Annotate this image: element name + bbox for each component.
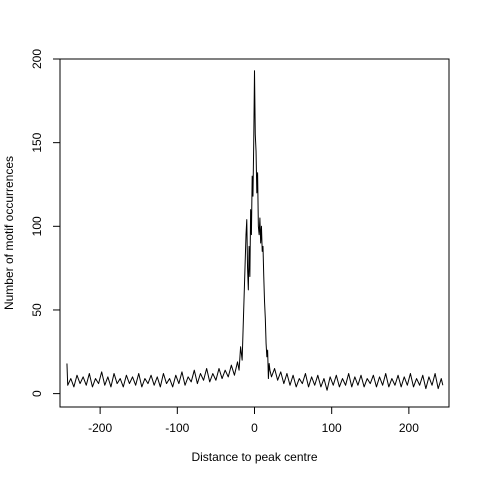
- x-tick-label: 100: [322, 421, 342, 435]
- x-tick-label: 0: [251, 421, 258, 435]
- y-tick-label: 100: [30, 216, 44, 236]
- x-axis-title: Distance to peak centre: [191, 450, 317, 464]
- y-axis-title: Number of motif occurrences: [2, 156, 16, 310]
- y-tick-label: 50: [30, 303, 44, 317]
- x-tick-label: -200: [88, 421, 112, 435]
- series-line: [66, 70, 444, 391]
- x-tick-label: -100: [165, 421, 189, 435]
- y-tick-label: 0: [30, 390, 44, 397]
- y-tick-label: 150: [30, 132, 44, 152]
- y-tick-label: 200: [30, 49, 44, 69]
- y-axis: 0 50 100 150 200: [30, 49, 60, 397]
- x-tick-label: 200: [399, 421, 419, 435]
- x-axis: -200 -100 0 100 200: [88, 407, 419, 435]
